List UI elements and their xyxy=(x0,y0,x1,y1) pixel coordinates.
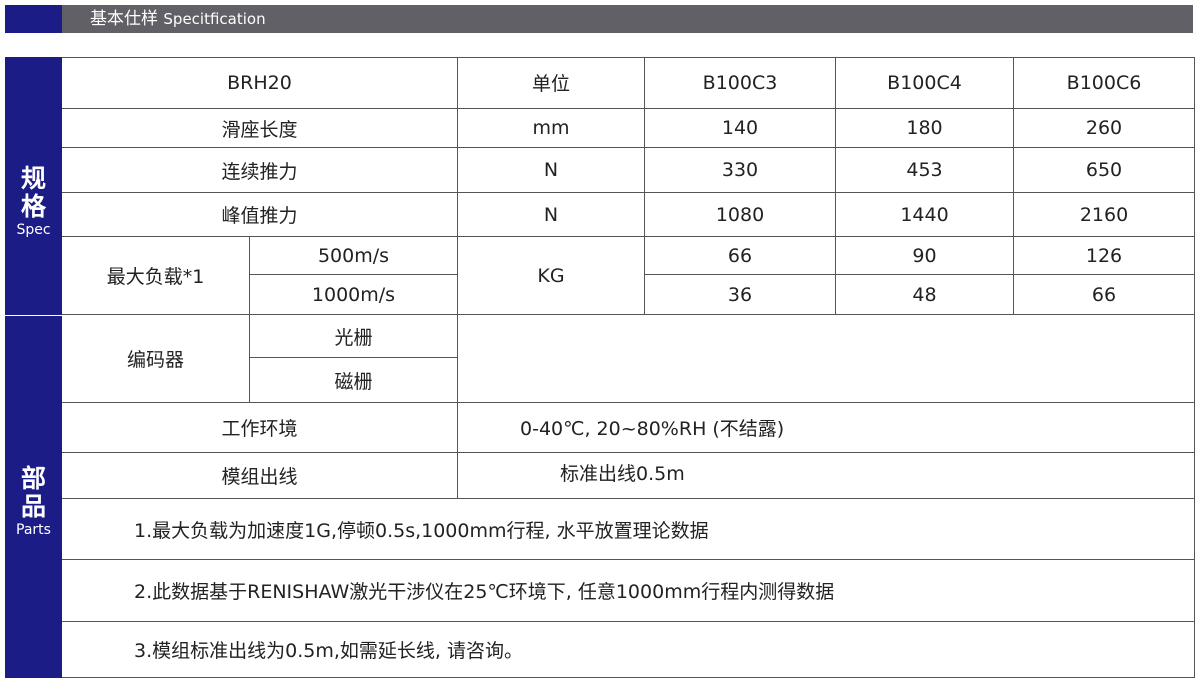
header-accent xyxy=(5,5,62,33)
max-load-value: 66 xyxy=(1014,275,1195,315)
section-title: 基本仕样 Specitfication xyxy=(90,8,266,30)
row-value: 2160 xyxy=(1014,193,1195,237)
header-col-1: B100C4 xyxy=(836,57,1014,109)
encoder-label: 编码器 xyxy=(62,315,250,403)
max-load-value: 66 xyxy=(645,237,836,275)
row-label: 滑座长度 xyxy=(62,109,458,148)
max-load-value: 48 xyxy=(836,275,1014,315)
row-label: 峰值推力 xyxy=(62,193,458,237)
row-value: 453 xyxy=(836,148,1014,193)
footnote: 2.此数据基于RENISHAW激光干涉仪在25℃环境下, 任意1000mm行程内… xyxy=(62,560,1195,622)
row-unit: N xyxy=(458,193,645,237)
max-load-label: 最大负载*1 xyxy=(62,237,250,315)
row-unit: mm xyxy=(458,109,645,148)
row-value: 330 xyxy=(645,148,836,193)
parts-en: Parts xyxy=(16,522,51,538)
max-load-value: 90 xyxy=(836,237,1014,275)
max-load-speed: 1000m/s xyxy=(250,275,458,315)
row-value: 1440 xyxy=(836,193,1014,237)
cable-label: 模组出线 xyxy=(62,453,458,499)
environment-value: 0-40℃, 20~80%RH (不结露) xyxy=(458,403,1195,453)
row-value: 140 xyxy=(645,109,836,148)
parts-cn-1: 部 xyxy=(20,464,46,493)
max-load-speed: 500m/s xyxy=(250,237,458,275)
max-load-unit: KG xyxy=(458,237,645,315)
row-value: 180 xyxy=(836,109,1014,148)
title-cn: 基本仕样 xyxy=(90,9,158,29)
header-col-0: B100C3 xyxy=(645,57,836,109)
footnote: 3.模组标准出线为0.5m,如需延长线, 请咨询。 xyxy=(62,622,1195,678)
row-unit: N xyxy=(458,148,645,193)
header-model: BRH20 xyxy=(62,57,458,109)
parts-cn-2: 品 xyxy=(20,492,46,521)
row-value: 1080 xyxy=(645,193,836,237)
spec-en: Spec xyxy=(16,222,51,238)
header-bar xyxy=(62,5,1193,33)
parts-section-label: 部 品 Parts xyxy=(5,315,62,678)
cable-value: 标准出线0.5m xyxy=(458,453,1195,499)
table-top-border xyxy=(62,57,1195,58)
row-label: 连续推力 xyxy=(62,148,458,193)
title-en: Specitfication xyxy=(163,10,266,28)
spec-cn-2: 格 xyxy=(20,192,46,221)
row-value: 260 xyxy=(1014,109,1195,148)
environment-label: 工作环境 xyxy=(62,403,458,453)
max-load-value: 36 xyxy=(645,275,836,315)
header-col-2: B100C6 xyxy=(1014,57,1195,109)
encoder-optical: 光栅 xyxy=(250,315,458,358)
section-divider xyxy=(5,315,62,316)
header-unit: 单位 xyxy=(458,57,645,109)
encoder-value xyxy=(458,315,1195,403)
footnote: 1.最大负载为加速度1G,停顿0.5s,1000mm行程, 水平放置理论数据 xyxy=(62,499,1195,560)
spec-section-label: 规 格 Spec xyxy=(5,57,62,315)
max-load-value: 126 xyxy=(1014,237,1195,275)
encoder-magnetic: 磁栅 xyxy=(250,358,458,403)
row-value: 650 xyxy=(1014,148,1195,193)
spec-cn-1: 规 xyxy=(20,164,46,193)
